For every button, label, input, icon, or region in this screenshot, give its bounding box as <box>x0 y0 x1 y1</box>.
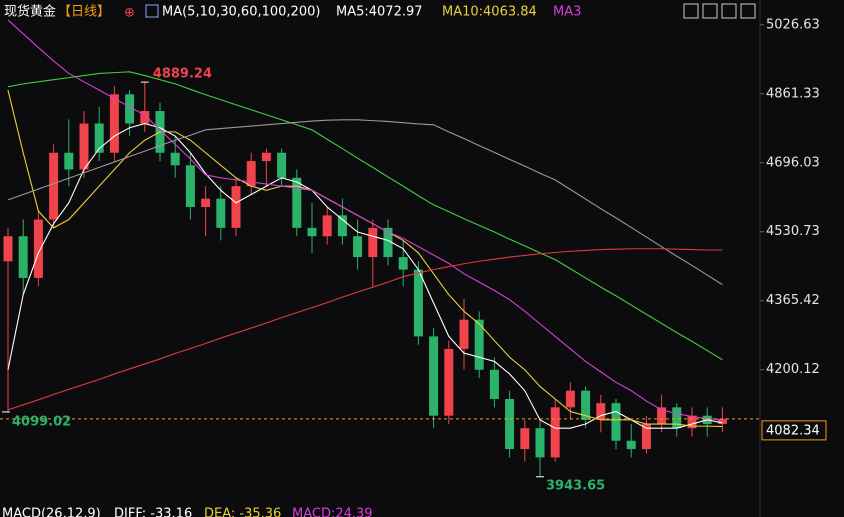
candle-body <box>170 152 180 166</box>
y-tick-label: 4696.03 <box>766 155 820 170</box>
header: 现货黄金 【日线】 ⊕ MA(5,10,30,60,100,200) MA5:4… <box>4 3 756 21</box>
moving-average-line <box>7 248 723 411</box>
candle-body <box>185 165 195 208</box>
diff-label: DIFF: -33.16 <box>114 507 192 517</box>
candle-body <box>3 236 13 262</box>
candle-body <box>246 161 256 187</box>
candle-body <box>64 152 74 170</box>
y-tick-label: 4200.12 <box>766 362 820 377</box>
last-price-label: 4082.34 <box>766 423 820 438</box>
candle-body <box>277 152 287 178</box>
candle-body <box>657 407 667 425</box>
candle-body <box>109 94 119 153</box>
candle-body <box>353 236 363 258</box>
candle-body <box>641 424 651 450</box>
candle-body <box>581 390 591 420</box>
candle-body <box>505 398 515 450</box>
candle-body <box>292 177 302 228</box>
candle-body <box>672 407 682 429</box>
period-label[interactable]: 【日线】 <box>58 5 110 20</box>
candle-body <box>596 403 606 420</box>
candle-body <box>383 227 393 258</box>
candle-body <box>474 319 484 370</box>
y-tick-label: 4365.42 <box>766 293 820 308</box>
candle-body <box>459 319 469 349</box>
ma30-label: MA3 <box>553 5 581 20</box>
candle-body <box>489 369 499 399</box>
candle-body <box>307 227 317 237</box>
candle-body <box>626 440 636 450</box>
ma5-label: MA5:4072.97 <box>336 5 423 20</box>
high-label: 4889.24 <box>153 67 212 82</box>
last-price-box <box>761 420 827 441</box>
add-icon[interactable]: ⊕ <box>124 6 135 21</box>
candle-body <box>413 269 423 337</box>
macd-hist-label: MACD:24.39 <box>292 507 373 517</box>
ma10-label: MA10:4063.84 <box>442 5 537 20</box>
moving-average-line <box>7 122 723 429</box>
candle-body <box>49 152 59 220</box>
candle-body <box>520 428 530 450</box>
y-tick-label: 4861.33 <box>766 86 820 101</box>
candle-body <box>261 152 271 162</box>
candles <box>3 82 727 477</box>
candle-body <box>429 336 439 416</box>
ma-settings: MA(5,10,30,60,100,200) <box>162 5 320 20</box>
candle-body <box>322 215 332 237</box>
tool-button[interactable] <box>740 3 756 19</box>
candle-body <box>398 257 408 270</box>
tool-button[interactable] <box>721 3 737 19</box>
candle-body <box>140 111 150 124</box>
y-tick-label: 5026.63 <box>766 17 820 32</box>
candle-body <box>18 236 28 278</box>
candle-body <box>444 348 454 416</box>
candle-body <box>33 219 43 278</box>
candle-body <box>717 418 727 425</box>
candle-body <box>368 227 378 258</box>
tool-button[interactable] <box>702 3 718 19</box>
instrument-title: 现货黄金 <box>4 4 56 20</box>
footer: MACD(26,12,9) DIFF: -33.16 DEA: -35.36 M… <box>2 507 373 517</box>
candle-body <box>94 123 104 153</box>
candle-body <box>201 198 211 208</box>
candle-body <box>687 415 697 429</box>
candle-body <box>125 94 135 124</box>
tool-button[interactable] <box>683 3 699 19</box>
candle-body <box>337 215 347 237</box>
candle-body <box>535 428 545 458</box>
ma-icon[interactable] <box>145 4 159 18</box>
low-label: 3943.65 <box>546 478 605 493</box>
toolbar <box>683 3 756 19</box>
candle-body <box>550 407 560 458</box>
y-tick-label: 4530.73 <box>766 224 820 239</box>
candle-body <box>79 123 89 170</box>
moving-average-line <box>7 19 723 421</box>
candle-body <box>611 403 621 441</box>
candle-body <box>231 186 241 228</box>
candle-body <box>216 198 226 228</box>
start-low-label: 4099.02 <box>12 414 71 429</box>
dea-label: DEA: -35.36 <box>204 507 281 517</box>
moving-average-line <box>7 71 723 361</box>
macd-label: MACD(26,12,9) <box>2 507 101 517</box>
candle-body <box>565 390 575 408</box>
moving-average-line <box>7 119 723 286</box>
